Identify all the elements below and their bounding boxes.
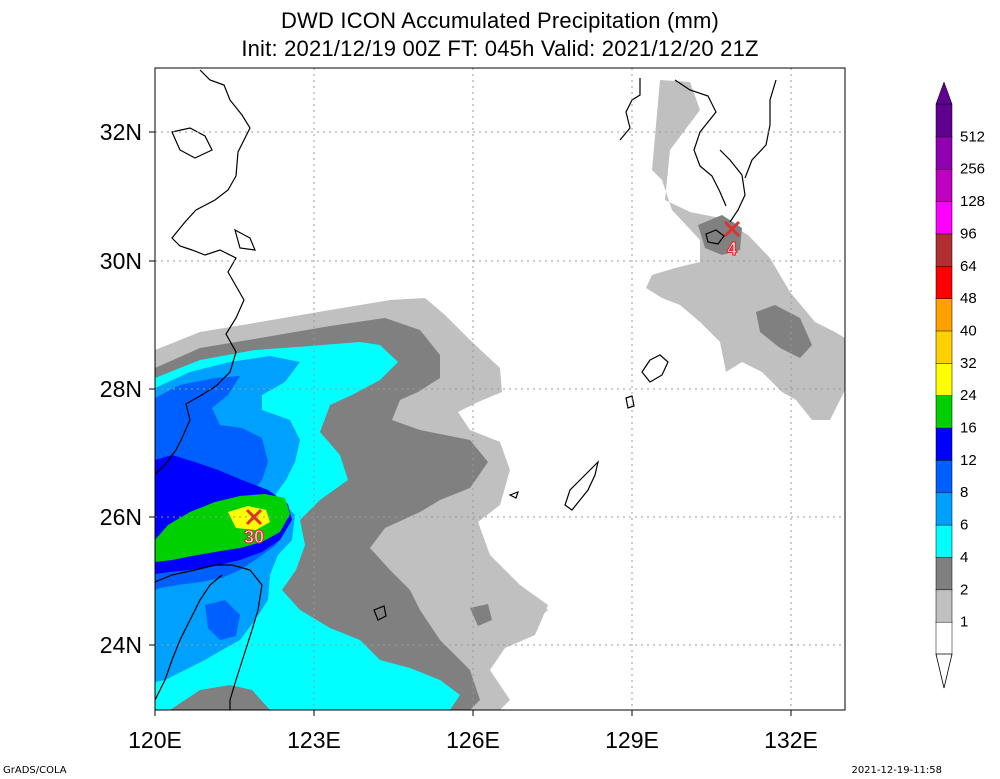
lon-label: 123E <box>287 727 341 753</box>
colorbar-swatch <box>935 394 953 429</box>
colorbar-label: 4 <box>960 549 968 566</box>
colorbar-label: 16 <box>960 420 977 437</box>
colorbar-swatch <box>935 297 953 332</box>
lon-label: 129E <box>605 727 659 753</box>
lat-label: 28N <box>100 376 142 402</box>
lat-label: 30N <box>100 248 142 274</box>
precip-area-2mm <box>470 604 492 626</box>
colorbar-label: 256 <box>960 161 985 178</box>
colorbar-label: 40 <box>960 323 977 340</box>
colorbar-swatch <box>935 233 953 267</box>
lat-label: 24N <box>100 632 142 658</box>
colorbar-swatch <box>935 265 953 299</box>
axis-ticks <box>149 131 792 716</box>
max-marker-x-icon <box>245 508 263 526</box>
colorbar-label: 6 <box>960 517 968 534</box>
colorbar-swatch <box>935 491 953 526</box>
colorbar-min-arrow <box>935 653 953 689</box>
precip-area-8mm <box>205 600 240 640</box>
max-marker-label: 30 <box>244 527 264 547</box>
colorbar-swatch <box>935 524 953 558</box>
footer-left: GrADS/COLA <box>3 765 67 776</box>
colorbar-label: 48 <box>960 290 977 307</box>
lon-label: 132E <box>764 727 818 753</box>
precipitation-field <box>155 80 845 710</box>
max-marker: 4 <box>723 220 741 260</box>
colorbar-swatch <box>935 103 953 138</box>
colorbar-swatch <box>935 168 953 202</box>
colorbar-label: 24 <box>960 387 977 404</box>
colorbar-label: 8 <box>960 484 968 501</box>
lat-label: 32N <box>100 119 142 145</box>
colorbar-label: 96 <box>960 225 977 242</box>
colorbar-label: 64 <box>960 258 977 275</box>
colorbar-label: 512 <box>960 128 985 145</box>
precip-area-1mm <box>646 80 845 420</box>
lon-label: 120E <box>128 727 182 753</box>
precip-area-2mm <box>756 305 812 358</box>
map-title: DWD ICON Accumulated Precipitation (mm) <box>280 8 720 33</box>
max-marker: 30 <box>243 508 265 548</box>
colorbar-label: 12 <box>960 452 977 469</box>
colorbar-swatch <box>935 556 953 591</box>
colorbar-swatch <box>935 589 953 623</box>
map-subtitle: Init: 2021/12/19 00Z FT: 045h Valid: 202… <box>241 36 759 61</box>
max-marker-x-icon <box>723 220 741 238</box>
precip-area-1mm <box>505 595 548 625</box>
precip-area-2mm <box>698 215 742 255</box>
colorbar-swatch <box>935 330 953 364</box>
lat-label: 26N <box>100 504 142 530</box>
colorbar-max-arrow <box>935 81 953 105</box>
colorbar-label: 2 <box>960 581 968 598</box>
max-marker-label: 4 <box>727 239 737 259</box>
footer-right: 2021-12-19-11:58 <box>851 765 942 776</box>
colorbar-swatch <box>935 621 953 655</box>
colorbar-swatch <box>935 136 953 170</box>
coastlines <box>155 69 777 710</box>
colorbar-swatch <box>935 200 953 235</box>
colorbar-swatch <box>935 427 953 461</box>
colorbar-label: 32 <box>960 355 977 372</box>
gridlines <box>155 68 845 710</box>
lon-label: 126E <box>446 727 500 753</box>
colorbar-swatch <box>935 362 953 396</box>
colorbar-label: 128 <box>960 193 985 210</box>
colorbar-label: 1 <box>960 614 968 631</box>
colorbar-swatch <box>935 459 953 494</box>
